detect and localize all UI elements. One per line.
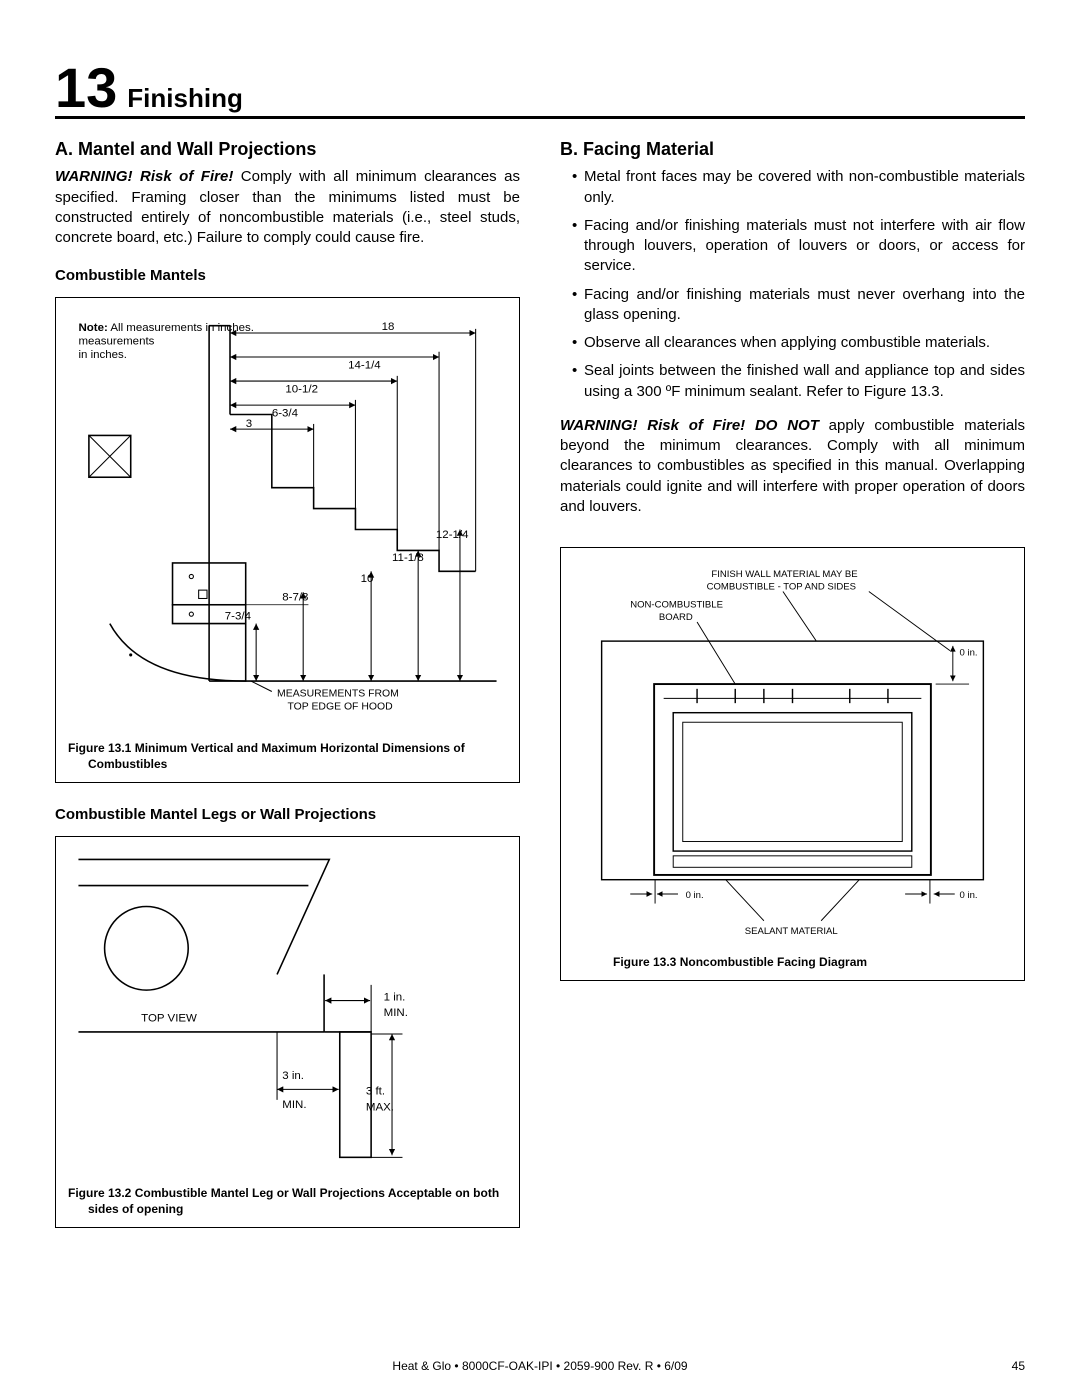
footer-text: Heat & Glo • 8000CF-OAK-IPI • 2059-900 R…	[392, 1359, 687, 1373]
dim-6-3-4: 6-3/4	[272, 407, 299, 419]
warning-b: WARNING! Risk of Fire! DO NOT apply comb…	[560, 416, 1025, 517]
bullet-1: Metal front faces may be covered with no…	[572, 167, 1025, 208]
meas-note-1: MEASUREMENTS FROM	[277, 688, 399, 699]
right-column: B. Facing Material Metal front faces may…	[560, 137, 1025, 1250]
warning-a: WARNING! Risk of Fire! Comply with all m…	[55, 167, 520, 248]
figure-13-1-caption: Figure 13.1 Minimum Vertical and Maximum…	[68, 740, 507, 772]
zero-in-bl: 0 in.	[686, 890, 704, 901]
three-ft: 3 ft.	[366, 1085, 385, 1097]
bullet-5: Seal joints between the ﬁnished wall and…	[572, 361, 1025, 402]
figure-13-3: FINISH WALL MATERIAL MAY BE COMBUSTIBLE …	[560, 547, 1025, 981]
figure-13-3-svg: FINISH WALL MATERIAL MAY BE COMBUSTIBLE …	[573, 560, 1012, 942]
note-bold: Note:	[78, 321, 107, 333]
max: MAX.	[366, 1101, 394, 1113]
top-view-label: TOP VIEW	[141, 1012, 197, 1024]
figure-13-1: 18 14-1/4 10-1/2 6-3/4 3	[55, 297, 520, 784]
section-b-heading: B. Facing Material	[560, 137, 1025, 161]
noncomb-1: NON-COMBUSTIBLE	[630, 600, 723, 611]
figure-13-2-svg: TOP VIEW 1 in. MIN. 3 in. MIN. 3 ft.	[68, 849, 507, 1173]
finish-line1: FINISH WALL MATERIAL MAY BE	[711, 569, 857, 580]
chapter-number: 13	[55, 60, 117, 116]
dim-11-1-8: 11-1/8	[392, 551, 424, 563]
page-number: 45	[1012, 1359, 1025, 1373]
page-footer: Heat & Glo • 8000CF-OAK-IPI • 2059-900 R…	[0, 1359, 1080, 1373]
section-a-heading: A. Mantel and Wall Projections	[55, 137, 520, 161]
zero-in-right: 0 in.	[960, 647, 978, 658]
note-body: All measurements in inches.	[108, 321, 254, 333]
chapter-title: Finishing	[127, 83, 243, 114]
dim-3: 3	[246, 418, 252, 430]
figure-13-1-svg: 18 14-1/4 10-1/2 6-3/4 3	[68, 310, 507, 728]
dim-12-1-4: 12-1/4	[436, 528, 469, 540]
dim-10-1-2: 10-1/2	[285, 383, 318, 395]
left-column: A. Mantel and Wall Projections WARNING! …	[55, 137, 520, 1250]
noncomb-2: BOARD	[659, 612, 693, 623]
chapter-header: 13 Finishing	[55, 60, 1025, 119]
subheading-legs: Combustible Mantel Legs or Wall Projecti…	[55, 805, 520, 825]
svg-text:measurements: measurements	[78, 335, 154, 347]
finish-line2: COMBUSTIBLE - TOP AND SIDES	[707, 582, 856, 593]
dim-18: 18	[382, 320, 395, 332]
dim-10: 10	[361, 572, 374, 584]
sealant-label: SEALANT MATERIAL	[745, 926, 838, 937]
svg-text:Note: All measurements in inch: Note: All measurements in inches.	[78, 321, 254, 333]
dim-8-7-8: 8-7/8	[282, 591, 308, 603]
figure-13-3-caption: Figure 13.3 Noncombustible Facing Diagra…	[573, 954, 1012, 970]
bullet-2: Facing and/or ﬁnishing materials must no…	[572, 216, 1025, 277]
warning-b-lead: WARNING! Risk of Fire! DO NOT	[560, 417, 819, 434]
warning-a-lead: WARNING! Risk of Fire!	[55, 168, 233, 185]
zero-in-br: 0 in.	[960, 890, 978, 901]
dim-7-3-4: 7-3/4	[225, 610, 252, 622]
dim-14-1-4: 14-1/4	[348, 359, 381, 371]
min-2: MIN.	[282, 1099, 306, 1111]
bullet-3: Facing and/or ﬁnishing materials must ne…	[572, 285, 1025, 326]
min-1: MIN.	[384, 1007, 408, 1019]
bullet-4: Observe all clearances when applying com…	[572, 333, 1025, 353]
one-in: 1 in.	[384, 991, 406, 1003]
subheading-mantels: Combustible Mantels	[55, 266, 520, 286]
meas-note-2: TOP EDGE OF HOOD	[288, 701, 394, 712]
svg-text:in inches.: in inches.	[78, 349, 127, 361]
bullets-b: Metal front faces may be covered with no…	[560, 167, 1025, 402]
figure-13-2-caption: Figure 13.2 Combustible Mantel Leg or Wa…	[68, 1185, 507, 1217]
figure-13-2: TOP VIEW 1 in. MIN. 3 in. MIN. 3 ft.	[55, 836, 520, 1229]
three-in: 3 in.	[282, 1069, 304, 1081]
